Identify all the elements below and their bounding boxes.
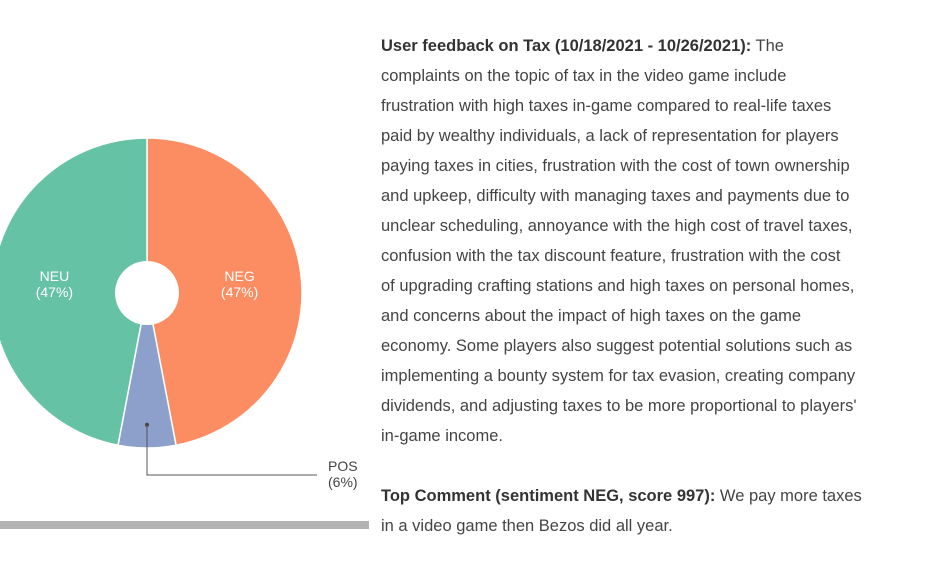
slice-label: POS (328, 458, 358, 474)
feedback-title: User feedback on Tax (10/18/2021 - 10/26… (381, 37, 752, 55)
top-comment-text: We pay more taxes (715, 487, 862, 505)
feedback-text: dividends, and adjusting taxes to be mor… (381, 397, 857, 415)
feedback-text: paying taxes in cities, frustration with… (381, 157, 850, 175)
donut-hole (115, 261, 179, 325)
slice-label: NEU (40, 268, 70, 284)
slice-percent: (47%) (221, 284, 258, 300)
slice-percent: (6%) (328, 474, 358, 490)
feedback-text: confusion with the tax discount feature,… (381, 247, 841, 265)
feedback-text: unclear scheduling, annoyance with the h… (381, 217, 853, 235)
feedback-text: in-game income. (381, 427, 503, 445)
feedback-text: economy. Some players also suggest poten… (381, 337, 853, 355)
feedback-text: frustration with high taxes in-game comp… (381, 97, 832, 115)
pie-slice-neu[interactable] (0, 137, 148, 447)
slice-label: NEG (224, 268, 254, 284)
feedback-text: The (751, 37, 784, 55)
top-comment-title: Top Comment (sentiment NEG, score 997): (381, 487, 716, 505)
feedback-text: and upkeep, difficulty with managing tax… (381, 187, 850, 205)
slice-percent: (47%) (36, 284, 73, 300)
feedback-panel: User feedback on Tax (10/18/2021 - 10/26… (381, 31, 921, 541)
feedback-text: complaints on the topic of tax in the vi… (381, 67, 787, 85)
feedback-text: implementing a bounty system for tax eva… (381, 367, 856, 385)
horizontal-scrollbar[interactable] (0, 521, 369, 529)
pie-slice-neg[interactable] (146, 137, 303, 447)
leader-line (146, 424, 317, 476)
feedback-text: paid by wealthy individuals, a lack of r… (381, 127, 839, 145)
feedback-text: of upgrading crafting stations and high … (381, 277, 855, 295)
feedback-text: and concerns about the impact of high ta… (381, 307, 802, 325)
sentiment-pie-chart: NEG(47%)POS(6%)NEU(47%) (0, 137, 358, 490)
top-comment-text: in a video game then Bezos did all year. (381, 517, 673, 535)
